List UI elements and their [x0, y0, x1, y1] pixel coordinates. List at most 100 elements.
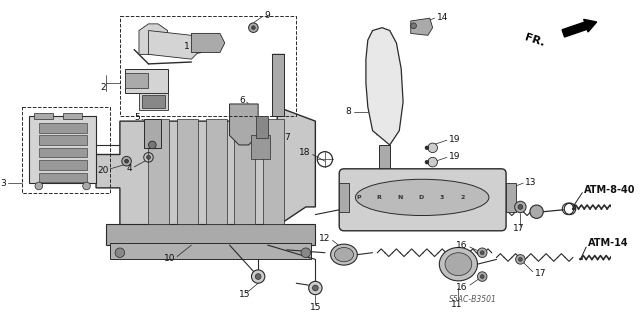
Text: 2: 2 [100, 83, 106, 92]
Text: 6: 6 [239, 96, 245, 105]
Circle shape [115, 248, 125, 257]
Text: FR.: FR. [524, 32, 546, 48]
Polygon shape [250, 136, 269, 159]
Circle shape [312, 285, 318, 291]
Circle shape [301, 248, 310, 257]
Polygon shape [39, 136, 86, 145]
Text: ATM-8-40: ATM-8-40 [584, 185, 636, 195]
Text: 4: 4 [127, 164, 132, 173]
Text: 1: 1 [184, 42, 189, 51]
Polygon shape [506, 183, 516, 212]
Text: 7: 7 [284, 133, 290, 142]
Circle shape [122, 156, 131, 166]
Ellipse shape [439, 248, 477, 281]
Circle shape [147, 155, 150, 159]
Polygon shape [96, 107, 316, 226]
Text: 13: 13 [525, 178, 537, 187]
Text: R: R [377, 195, 381, 200]
Text: 20: 20 [97, 166, 108, 175]
Ellipse shape [335, 248, 353, 262]
Circle shape [477, 248, 487, 257]
Text: 8: 8 [346, 107, 351, 116]
Polygon shape [110, 243, 310, 259]
Ellipse shape [355, 179, 489, 216]
Polygon shape [39, 173, 86, 182]
Circle shape [477, 272, 487, 281]
Polygon shape [142, 95, 164, 108]
Circle shape [425, 146, 429, 150]
Polygon shape [263, 119, 284, 224]
Polygon shape [144, 119, 161, 148]
Circle shape [515, 201, 526, 213]
Polygon shape [411, 18, 433, 35]
Polygon shape [230, 104, 258, 145]
Text: 3: 3 [440, 195, 444, 200]
Ellipse shape [331, 244, 357, 265]
Text: 12: 12 [319, 234, 331, 243]
Polygon shape [366, 28, 403, 145]
Text: 3: 3 [1, 179, 6, 188]
Text: 2: 2 [461, 195, 465, 200]
Circle shape [125, 159, 129, 163]
Text: 19: 19 [449, 135, 460, 144]
Text: 17: 17 [513, 224, 524, 234]
Polygon shape [256, 116, 268, 138]
Polygon shape [148, 31, 201, 59]
Circle shape [481, 251, 484, 255]
Polygon shape [125, 69, 168, 93]
Polygon shape [339, 183, 349, 212]
Polygon shape [63, 114, 82, 119]
Polygon shape [177, 119, 198, 224]
Circle shape [481, 275, 484, 278]
Text: 17: 17 [534, 269, 546, 278]
Polygon shape [39, 148, 86, 157]
Text: 10: 10 [164, 254, 175, 263]
Polygon shape [148, 119, 170, 224]
Polygon shape [191, 33, 225, 52]
Ellipse shape [308, 281, 322, 295]
FancyBboxPatch shape [339, 169, 506, 231]
Polygon shape [39, 160, 86, 170]
Circle shape [83, 182, 90, 190]
Circle shape [518, 204, 523, 209]
Text: N: N [397, 195, 403, 200]
Polygon shape [125, 73, 148, 88]
Polygon shape [39, 123, 86, 133]
Polygon shape [372, 193, 396, 202]
Text: D: D [419, 195, 424, 200]
Polygon shape [380, 145, 390, 197]
Circle shape [425, 160, 429, 164]
Text: 16: 16 [456, 241, 468, 249]
Polygon shape [139, 24, 168, 54]
Text: 15: 15 [239, 290, 250, 299]
Circle shape [248, 23, 258, 33]
Circle shape [148, 141, 156, 149]
Text: 15: 15 [310, 302, 321, 312]
Text: 11: 11 [451, 300, 462, 309]
Text: 9: 9 [265, 11, 271, 20]
Polygon shape [106, 224, 316, 245]
Polygon shape [29, 116, 96, 183]
Text: 5: 5 [134, 113, 140, 122]
Polygon shape [139, 93, 168, 110]
Text: 18: 18 [299, 148, 310, 157]
Text: ATM-14: ATM-14 [588, 238, 628, 248]
Circle shape [411, 23, 417, 29]
Polygon shape [234, 119, 255, 224]
Circle shape [255, 274, 261, 279]
Polygon shape [205, 119, 227, 224]
Circle shape [518, 257, 522, 261]
Circle shape [530, 205, 543, 219]
Circle shape [252, 26, 255, 30]
Text: 16: 16 [456, 284, 468, 293]
Polygon shape [34, 114, 53, 119]
Text: 14: 14 [436, 13, 448, 22]
Ellipse shape [252, 270, 265, 283]
Ellipse shape [445, 253, 472, 276]
Polygon shape [273, 54, 284, 116]
Text: 19: 19 [449, 152, 460, 161]
Circle shape [35, 182, 43, 190]
Circle shape [516, 255, 525, 264]
Circle shape [428, 143, 437, 152]
Text: P: P [356, 195, 360, 200]
